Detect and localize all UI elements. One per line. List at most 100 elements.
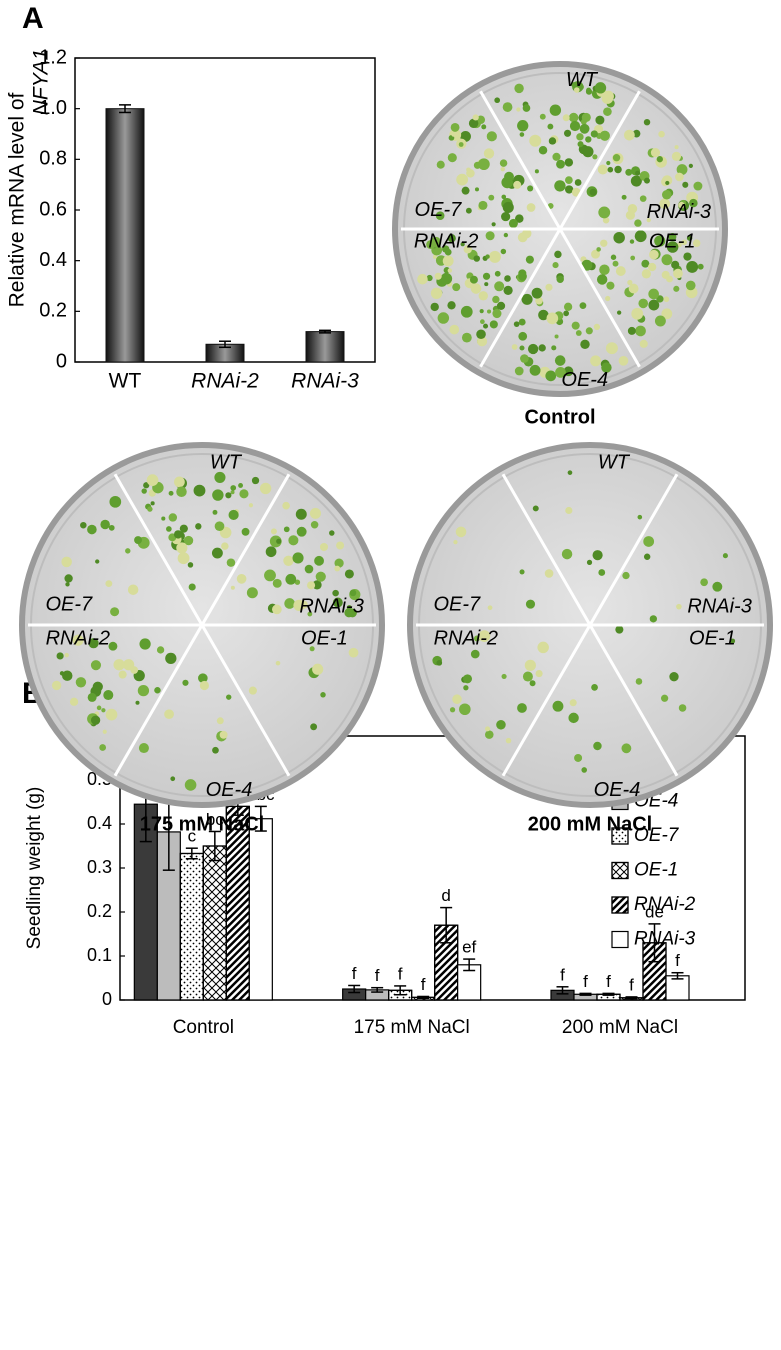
seedling xyxy=(295,508,307,520)
seedling xyxy=(496,720,506,730)
seedling xyxy=(56,652,64,660)
seedling xyxy=(179,524,188,533)
seedling xyxy=(319,542,329,552)
seedling xyxy=(676,164,688,175)
seedling xyxy=(470,649,480,659)
seedling xyxy=(489,320,498,329)
seedling xyxy=(662,189,672,200)
seedling xyxy=(517,120,529,132)
seedling xyxy=(590,130,598,138)
seedling xyxy=(101,708,106,713)
seedling xyxy=(656,156,663,163)
seedling xyxy=(527,185,534,192)
seedling xyxy=(678,201,685,209)
seedling xyxy=(582,146,594,158)
y-tick-label: 0.8 xyxy=(39,148,67,170)
seedling xyxy=(527,343,539,355)
seedling xyxy=(238,483,244,488)
seedling xyxy=(90,660,102,671)
seedling xyxy=(239,489,249,499)
seedling xyxy=(494,97,501,104)
seedling xyxy=(283,526,290,533)
seedling xyxy=(304,564,314,574)
seedling xyxy=(638,298,649,309)
significance-letter: c xyxy=(188,827,197,846)
seedling xyxy=(143,482,150,489)
seedling xyxy=(585,327,593,335)
seedling xyxy=(649,249,659,260)
seedling xyxy=(492,308,502,319)
seedling xyxy=(334,558,344,568)
seedling xyxy=(187,562,194,568)
seedling xyxy=(712,581,723,592)
seedling xyxy=(473,635,480,642)
seedling xyxy=(199,680,209,691)
seedling xyxy=(468,118,479,129)
seedling xyxy=(513,180,522,189)
seedling xyxy=(614,165,622,174)
seedling xyxy=(282,501,290,510)
seedling xyxy=(296,526,307,537)
seedling xyxy=(654,235,666,247)
seedling xyxy=(230,490,235,495)
seedling xyxy=(605,342,618,355)
seedling xyxy=(629,239,635,244)
seedling xyxy=(502,201,514,213)
seedling xyxy=(634,230,647,243)
plate-label: RNAi-2 xyxy=(414,230,478,252)
seedling xyxy=(265,546,277,558)
plate-label: RNAi-2 xyxy=(434,628,498,650)
seedling xyxy=(503,232,509,238)
seedling xyxy=(525,599,536,609)
seedling xyxy=(634,219,642,227)
seedling xyxy=(65,582,70,587)
seedling xyxy=(601,362,612,373)
seedling xyxy=(658,130,665,138)
seedling xyxy=(251,476,260,485)
seedling xyxy=(214,521,225,532)
seedling xyxy=(594,82,607,94)
seedling xyxy=(730,638,736,644)
seedling xyxy=(641,259,650,268)
significance-letter: de xyxy=(645,902,664,921)
seedling xyxy=(95,559,100,564)
seedling xyxy=(648,299,660,311)
bar-pattern xyxy=(202,845,227,1001)
sector-divider xyxy=(479,90,641,368)
seedling xyxy=(650,148,661,158)
seedling xyxy=(436,659,443,666)
seedling xyxy=(615,625,624,634)
seedling xyxy=(661,270,670,279)
seedling xyxy=(579,302,587,310)
seedling xyxy=(571,82,577,88)
seedling xyxy=(554,250,562,259)
significance-letter: bc xyxy=(206,810,224,829)
seedling xyxy=(692,239,701,247)
seedling xyxy=(453,539,458,545)
seedling xyxy=(285,573,297,585)
seedling xyxy=(482,272,491,280)
seedling xyxy=(284,598,295,609)
seedling xyxy=(673,285,680,292)
seedling xyxy=(595,115,605,125)
seedling xyxy=(62,670,73,681)
seedling xyxy=(525,255,534,264)
seedling xyxy=(488,250,501,263)
seedling xyxy=(75,677,87,688)
seedling xyxy=(591,249,601,259)
seedling xyxy=(622,571,630,580)
seedling xyxy=(613,231,625,244)
plate-label: OE-4 xyxy=(561,369,608,391)
seedling xyxy=(518,318,526,326)
seedling xyxy=(135,700,140,705)
seedling xyxy=(522,228,532,239)
seedling xyxy=(452,694,462,704)
seedling xyxy=(487,605,493,611)
seedling xyxy=(472,114,479,121)
seedling xyxy=(618,355,629,366)
seedling xyxy=(212,489,224,501)
seedling xyxy=(599,130,610,141)
seedling xyxy=(161,516,166,521)
seedling xyxy=(307,581,316,590)
seedling xyxy=(195,523,202,530)
